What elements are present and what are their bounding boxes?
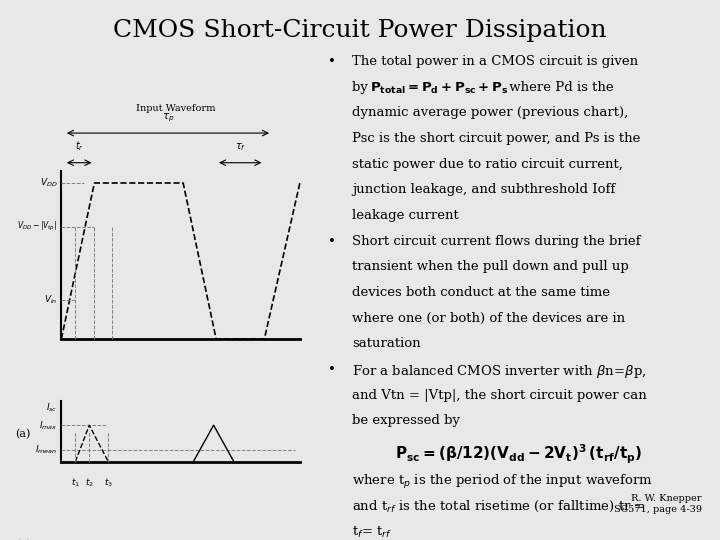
Text: $I_{sc}$: $I_{sc}$ [46,402,58,415]
Text: Psc is the short circuit power, and Ps is the: Psc is the short circuit power, and Ps i… [352,132,640,145]
Text: leakage current: leakage current [352,209,459,222]
Text: The total power in a CMOS circuit is given: The total power in a CMOS circuit is giv… [352,55,638,68]
Text: (b): (b) [14,539,30,540]
Text: $I_{max}$: $I_{max}$ [39,419,58,431]
Text: $t_2$: $t_2$ [85,476,94,489]
Text: where t$_p$ is the period of the input waveform: where t$_p$ is the period of the input w… [352,474,653,491]
Text: $V_{DD}$: $V_{DD}$ [40,177,58,189]
Text: •: • [328,55,336,68]
Text: and t$_{rf}$ is the total risetime (or falltime) tr =: and t$_{rf}$ is the total risetime (or f… [352,499,645,514]
Text: •: • [328,363,336,376]
Text: where one (or both) of the devices are in: where one (or both) of the devices are i… [352,312,625,325]
Text: $V_{DD}-|V_{tp}|$: $V_{DD}-|V_{tp}|$ [17,220,58,233]
Text: Input Waveform: Input Waveform [136,104,215,113]
Text: $t_1$: $t_1$ [71,476,80,489]
Text: $V_{in}$: $V_{in}$ [44,294,58,306]
Text: junction leakage, and subthreshold Ioff: junction leakage, and subthreshold Ioff [352,184,615,197]
Text: CMOS Short-Circuit Power Dissipation: CMOS Short-Circuit Power Dissipation [113,19,607,42]
Text: •: • [328,235,336,248]
Text: saturation: saturation [352,338,420,350]
Text: $\tau_p$: $\tau_p$ [162,111,174,124]
Text: $\tau_f$: $\tau_f$ [235,141,246,153]
Text: R. W. Knepper
SC571, page 4-39: R. W. Knepper SC571, page 4-39 [613,494,702,514]
Text: $t_r$: $t_r$ [75,139,84,153]
Text: $\mathbf{P_{total} = P_d + P_{sc} + P_s}$: $\mathbf{P_{total} = P_d + P_{sc} + P_s}… [371,81,509,96]
Text: $I_{mean}$: $I_{mean}$ [35,443,58,456]
Text: where Pd is the: where Pd is the [505,81,614,94]
Text: static power due to ratio circuit current,: static power due to ratio circuit curren… [352,158,623,171]
Text: For a balanced CMOS inverter with $\beta$n=$\beta$p,: For a balanced CMOS inverter with $\beta… [352,363,646,380]
Text: $\mathbf{P_{sc} = (\beta/12)(V_{dd} - 2V_t)^3\,(t_{rf}/t_p)}$: $\mathbf{P_{sc} = (\beta/12)(V_{dd} - 2V… [395,443,643,466]
Text: devices both conduct at the same time: devices both conduct at the same time [352,286,610,299]
Text: and Vtn = |Vtp|, the short circuit power can: and Vtn = |Vtp|, the short circuit power… [352,389,647,402]
Text: dynamic average power (previous chart),: dynamic average power (previous chart), [352,106,628,119]
Text: $t_3$: $t_3$ [104,476,113,489]
Text: (a): (a) [14,429,30,439]
Text: be expressed by: be expressed by [352,414,460,427]
Text: by: by [352,81,372,94]
Text: transient when the pull down and pull up: transient when the pull down and pull up [352,260,629,273]
Text: Short circuit current flows during the brief: Short circuit current flows during the b… [352,235,640,248]
Text: t$_f$= t$_{rf}$: t$_f$= t$_{rf}$ [352,525,392,540]
